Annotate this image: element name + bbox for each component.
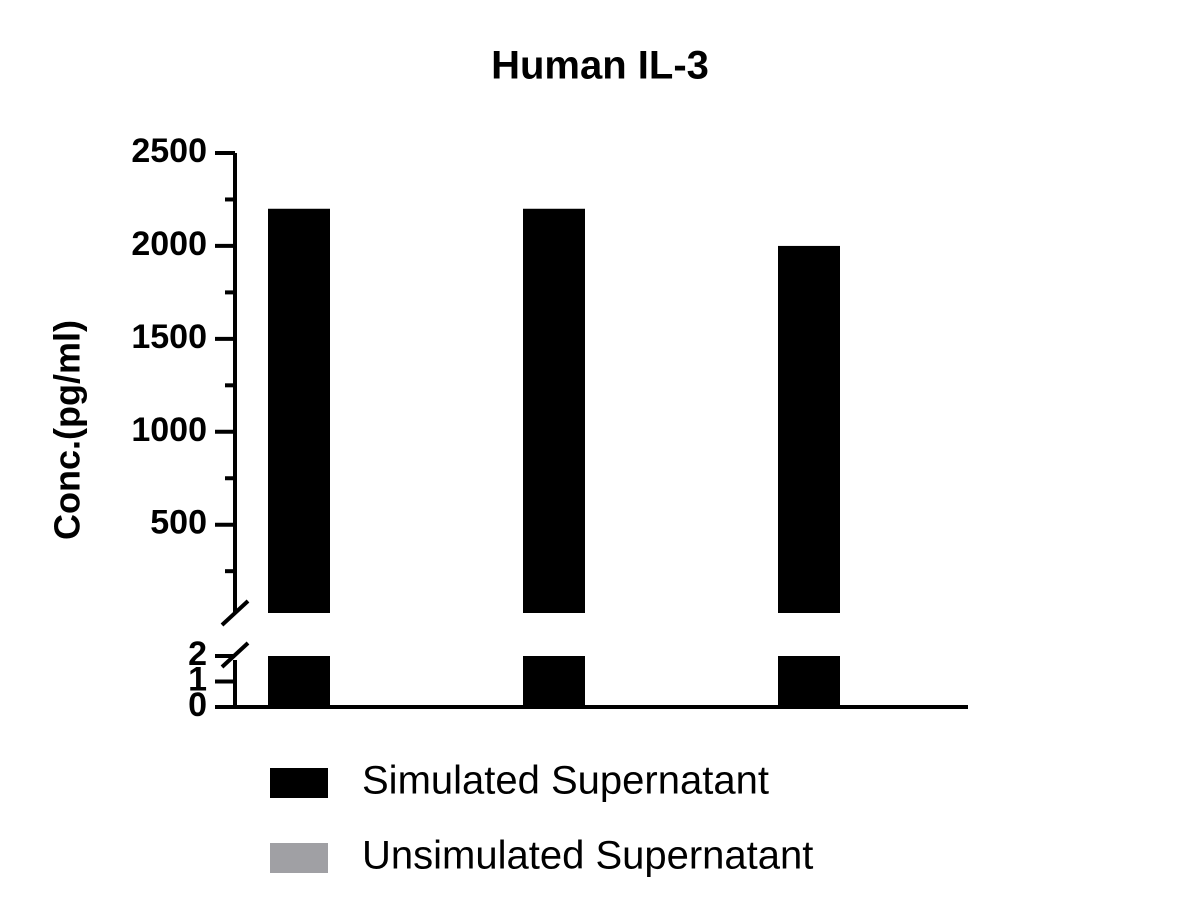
bar [778, 245, 840, 613]
y-tick-label: 2000 [131, 225, 207, 263]
axis-break [220, 641, 250, 669]
bar [268, 656, 330, 707]
chart-title: Human IL-3 [491, 44, 709, 88]
y-tick-label: 500 [150, 504, 207, 542]
legend-swatch [270, 768, 328, 798]
y-tick-label: 1000 [131, 411, 207, 449]
y-tick-label: 2 [188, 635, 207, 673]
bar [523, 656, 585, 707]
legend-label: Simulated Supernatant [362, 759, 769, 803]
bar [268, 208, 330, 613]
y-tick-label: 2500 [131, 132, 207, 170]
bar [523, 208, 585, 613]
y-tick-label: 1 [188, 660, 207, 698]
y-tick-label: 1500 [131, 318, 207, 356]
y-axis-label: Conc.(pg/ml) [47, 320, 88, 540]
legend-swatch [270, 843, 328, 873]
axis-break [220, 599, 250, 627]
y-tick-label: 0 [188, 686, 207, 724]
legend-label: Unsimulated Supernatant [362, 834, 813, 878]
bar [778, 656, 840, 707]
